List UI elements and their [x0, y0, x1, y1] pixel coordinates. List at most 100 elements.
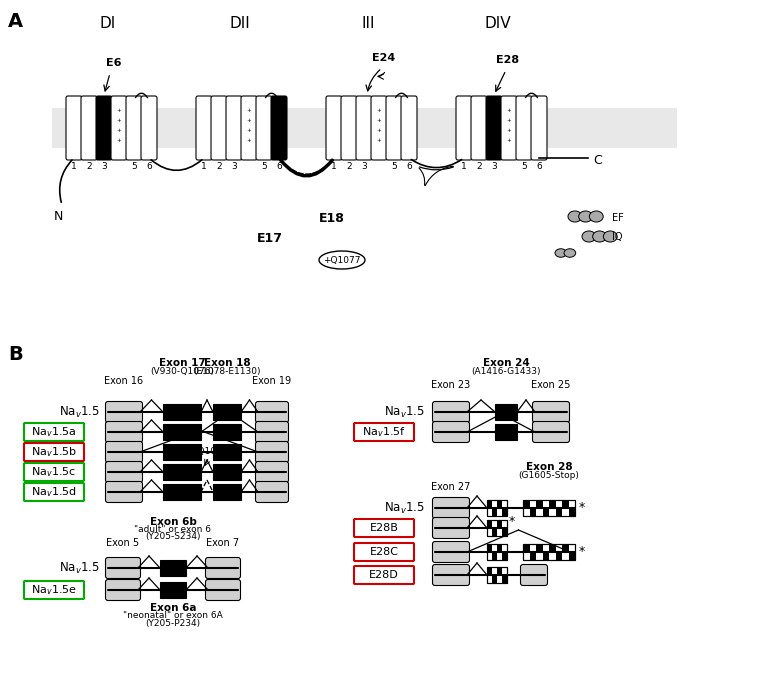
Text: DIV: DIV [484, 16, 512, 31]
FancyBboxPatch shape [141, 96, 157, 160]
Text: 2: 2 [86, 162, 92, 171]
Bar [487, 544, 492, 552]
FancyBboxPatch shape [432, 517, 470, 539]
Bar [492, 528, 497, 536]
Ellipse shape [319, 251, 365, 269]
Text: 3: 3 [361, 162, 367, 171]
Text: Exon 7: Exon 7 [207, 538, 239, 548]
Ellipse shape [579, 211, 593, 222]
FancyBboxPatch shape [66, 96, 82, 160]
Text: Na$_v$1.5: Na$_v$1.5 [59, 561, 100, 576]
Text: +Q1077: +Q1077 [190, 447, 228, 456]
Text: 5: 5 [521, 162, 527, 171]
FancyBboxPatch shape [24, 443, 84, 461]
FancyBboxPatch shape [371, 96, 387, 160]
FancyBboxPatch shape [256, 96, 272, 160]
Bar [502, 508, 507, 516]
Text: DI: DI [100, 16, 116, 31]
Text: "neonatal" or exon 6A: "neonatal" or exon 6A [123, 611, 223, 620]
Text: +: + [117, 117, 122, 122]
Bar [213, 424, 241, 440]
Bar [523, 544, 575, 560]
FancyBboxPatch shape [326, 96, 342, 160]
FancyBboxPatch shape [354, 519, 414, 537]
Text: C: C [593, 153, 601, 166]
Text: Exon 28: Exon 28 [526, 462, 573, 472]
Text: *: * [509, 515, 516, 528]
Text: +: + [507, 117, 512, 122]
FancyBboxPatch shape [354, 423, 414, 441]
Text: 3: 3 [231, 162, 237, 171]
Text: Exon 19: Exon 19 [253, 376, 292, 386]
Text: E28: E28 [496, 55, 519, 65]
FancyBboxPatch shape [24, 581, 84, 599]
FancyBboxPatch shape [256, 442, 289, 462]
Bar [492, 575, 497, 583]
Bar [523, 500, 530, 508]
Bar [52, 108, 677, 148]
Bar [487, 500, 507, 516]
Ellipse shape [593, 231, 607, 242]
FancyBboxPatch shape [196, 96, 212, 160]
Text: E28D: E28D [369, 570, 399, 580]
Text: Exon 6a: Exon 6a [150, 603, 197, 613]
Text: Na$_v$1.5b: Na$_v$1.5b [31, 445, 77, 459]
Bar [487, 500, 492, 508]
FancyBboxPatch shape [226, 96, 242, 160]
Text: +: + [507, 128, 512, 133]
FancyBboxPatch shape [105, 462, 143, 482]
Text: Na$_v$1.5: Na$_v$1.5 [384, 405, 425, 420]
Text: Na$_v$1.5e: Na$_v$1.5e [31, 583, 77, 597]
FancyBboxPatch shape [533, 401, 569, 423]
FancyBboxPatch shape [96, 96, 112, 160]
Text: +: + [246, 137, 251, 142]
FancyBboxPatch shape [24, 483, 84, 501]
Bar [562, 500, 569, 508]
Text: IQ: IQ [612, 232, 622, 242]
FancyBboxPatch shape [432, 422, 470, 442]
FancyBboxPatch shape [533, 422, 569, 442]
FancyBboxPatch shape [486, 96, 502, 160]
Text: (Y205-P234): (Y205-P234) [145, 619, 200, 628]
Bar [530, 552, 536, 560]
Ellipse shape [555, 249, 567, 257]
Text: 3: 3 [101, 162, 107, 171]
FancyBboxPatch shape [105, 482, 143, 502]
FancyBboxPatch shape [211, 96, 227, 160]
Text: 2: 2 [346, 162, 352, 171]
Bar [523, 500, 575, 516]
Bar [487, 567, 507, 583]
Bar [495, 424, 517, 440]
Bar [213, 444, 241, 460]
Bar [523, 544, 530, 552]
FancyBboxPatch shape [256, 462, 289, 482]
Text: 2: 2 [476, 162, 482, 171]
Text: 6: 6 [406, 162, 412, 171]
Ellipse shape [582, 231, 596, 242]
FancyBboxPatch shape [256, 401, 289, 423]
Ellipse shape [568, 211, 582, 222]
Bar [492, 552, 497, 560]
FancyBboxPatch shape [386, 96, 402, 160]
Bar [543, 552, 549, 560]
Bar [163, 424, 201, 440]
FancyBboxPatch shape [354, 566, 414, 584]
Text: Na$_v$1.5f: Na$_v$1.5f [362, 425, 406, 439]
Bar [536, 544, 543, 552]
Text: +: + [246, 107, 251, 113]
Text: +: + [117, 128, 122, 133]
Text: E28C: E28C [370, 547, 399, 557]
FancyBboxPatch shape [471, 96, 487, 160]
Bar [497, 520, 502, 528]
FancyBboxPatch shape [256, 482, 289, 502]
Text: (Y205-S234): (Y205-S234) [145, 532, 200, 541]
Text: 6: 6 [146, 162, 152, 171]
FancyBboxPatch shape [271, 96, 287, 160]
FancyBboxPatch shape [81, 96, 97, 160]
Bar [497, 567, 502, 575]
Bar [523, 544, 575, 560]
Bar [555, 508, 562, 516]
Bar [502, 552, 507, 560]
FancyBboxPatch shape [432, 565, 470, 585]
Bar [562, 544, 569, 552]
